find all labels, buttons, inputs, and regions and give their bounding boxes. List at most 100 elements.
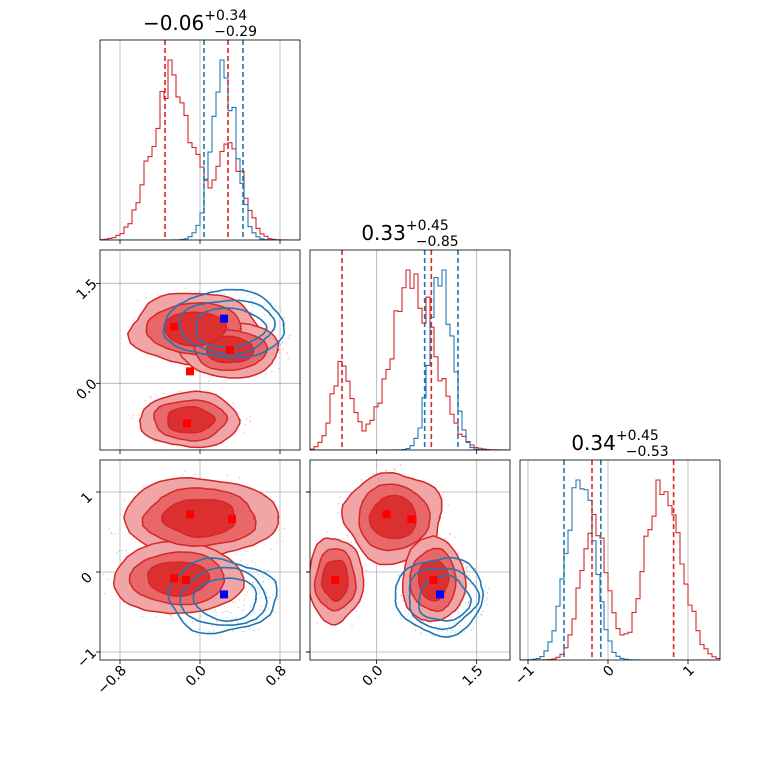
scatter-point <box>271 371 273 373</box>
scatter-point <box>351 535 353 537</box>
scatter-point <box>104 593 106 595</box>
x-tick-label-2-2: 1 <box>680 663 698 681</box>
scatter-point <box>114 533 116 535</box>
x-tick-label-2-0: −1 <box>512 663 538 689</box>
pair-0-2-blue-contour-2-0 <box>192 577 258 622</box>
scatter-point <box>454 631 456 633</box>
scatter-point <box>238 599 240 601</box>
hist-0-blue-histogram <box>100 59 300 240</box>
scatter-point <box>468 574 470 577</box>
hist-2-title-main: 0.34 <box>571 431 616 455</box>
scatter-point <box>421 625 423 627</box>
scatter-point <box>257 629 260 631</box>
scatter-point <box>198 291 200 293</box>
scatter-point <box>268 579 270 581</box>
pair-1-2-blue-marker-0 <box>436 590 444 599</box>
pair-1-2-red-contour-2-0 <box>368 494 417 540</box>
pair-1-2-frame <box>309 459 511 661</box>
scatter-point <box>464 631 466 633</box>
scatter-point <box>170 615 172 617</box>
hist-2-red-histogram <box>520 479 720 660</box>
hist-2-title-sub: −0.53 <box>626 444 669 460</box>
scatter-point <box>250 606 252 608</box>
pair-0-1-blue-contour-2-0 <box>195 307 268 349</box>
pair-0-1-red-marker-1 <box>186 367 194 376</box>
hist-panel-1: 0.33+0.45 −0.85 <box>309 218 511 451</box>
scatter-point <box>276 541 278 543</box>
scatter-point <box>141 615 143 617</box>
scatter-point <box>255 562 257 565</box>
scatter-point <box>466 568 468 570</box>
scatter-point <box>249 486 252 488</box>
scatter-point <box>360 478 362 480</box>
scatter-point <box>404 610 406 612</box>
scatter-point <box>171 616 173 618</box>
pair-0-1-red-contour-2-1 <box>167 405 217 434</box>
scatter-point <box>466 566 468 568</box>
scatter-point <box>237 622 239 624</box>
pair-0-1-red-marker-2 <box>183 419 191 428</box>
pair-0-2-content <box>103 470 285 638</box>
scatter-point <box>270 302 272 304</box>
scatter-point <box>305 578 306 579</box>
scatter-point <box>461 631 463 633</box>
scatter-point <box>465 602 467 604</box>
scatter-point <box>235 290 237 292</box>
pair-0-2-red-marker-2 <box>170 574 178 583</box>
scatter-point <box>124 499 126 501</box>
scatter-point <box>346 536 349 538</box>
scatter-point <box>155 441 157 443</box>
scatter-point <box>116 552 118 554</box>
scatter-point <box>261 576 263 578</box>
scatter-point <box>393 468 395 470</box>
pair-1-2-blue-contour-1-0 <box>408 567 481 631</box>
x-tick-label-0-2: 0.8 <box>263 663 290 690</box>
scatter-point <box>198 617 200 619</box>
scatter-point <box>267 569 269 571</box>
scatter-point <box>468 583 471 585</box>
scatter-point <box>274 501 276 503</box>
scatter-point <box>437 630 439 632</box>
scatter-point <box>221 611 224 614</box>
scatter-point <box>263 576 265 578</box>
scatter-point <box>149 395 151 397</box>
scatter-point <box>269 596 271 598</box>
scatter-point <box>270 548 272 550</box>
scatter-point <box>234 432 236 434</box>
scatter-point <box>155 616 157 618</box>
scatter-point <box>265 610 267 612</box>
hist-1-frame <box>309 249 511 451</box>
scatter-point <box>453 622 455 624</box>
scatter-point <box>230 612 232 614</box>
scatter-point <box>144 400 146 402</box>
scatter-point <box>249 614 251 616</box>
scatter-point <box>226 474 228 476</box>
scatter-point <box>282 540 284 542</box>
scatter-point <box>485 587 487 589</box>
scatter-point <box>400 617 402 620</box>
scatter-point <box>145 296 147 298</box>
scatter-point <box>287 337 290 339</box>
scatter-point <box>235 617 237 619</box>
scatter-point <box>198 292 200 294</box>
scatter-point <box>249 627 251 630</box>
scatter-point <box>281 342 283 344</box>
scatter-point <box>250 311 252 313</box>
scatter-point <box>474 581 476 583</box>
scatter-point <box>287 357 289 360</box>
scatter-point <box>246 564 248 566</box>
scatter-point <box>470 629 473 631</box>
scatter-point <box>259 592 261 594</box>
scatter-point <box>249 581 251 583</box>
scatter-point <box>212 630 214 632</box>
scatter-point <box>267 608 270 610</box>
hist-0-content <box>100 40 300 240</box>
hist-2-frame <box>519 459 721 661</box>
scatter-point <box>466 574 468 576</box>
scatter-point <box>254 294 256 296</box>
scatter-point <box>150 397 152 399</box>
scatter-point <box>260 596 262 598</box>
scatter-point <box>263 618 265 620</box>
scatter-point <box>185 287 187 289</box>
